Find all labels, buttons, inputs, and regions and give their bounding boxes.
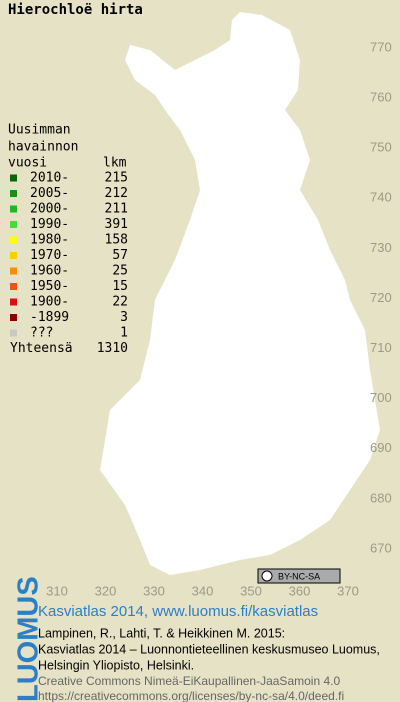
legend-label: -1899 [30,310,69,325]
legend-count: 391 [105,217,128,232]
legend-count: 212 [105,186,128,201]
legend-swatch [10,174,17,182]
y-grid-label: 680 [370,490,392,505]
y-grid-label: 740 [370,190,392,205]
headline: Kasviatlas 2014, www.luomus.fi/kasviatla… [38,603,318,620]
legend: 2010- 215 2005- 212 2000- 211 1990- 391 1980- 158… [10,171,128,356]
legend-swatch [10,252,17,259]
brand: LUOMUS [13,576,45,702]
x-grid-label: 310 [46,583,68,598]
y-grid-label: 710 [370,340,392,355]
legend-label: 1990- [30,217,69,232]
x-grid-label: 350 [240,583,262,598]
y-grid-label: 750 [370,140,392,155]
legend-swatch [10,298,17,306]
legend-label: 1960- [30,264,69,279]
legend-swatch [10,314,17,321]
map-title: Hierochloë hirta [8,2,143,18]
finland-outline [100,12,380,575]
legend-count: 215 [105,171,128,186]
x-grid-label: 330 [143,583,165,598]
y-grid-label: 770 [370,39,392,54]
license: Creative Commons Nimeä-EiKaupallinen-Jaa… [38,674,340,688]
legend-swatch [10,267,17,275]
legend-count: 1 [120,326,128,341]
legend-count: 3 [120,310,128,325]
legend-swatch [10,329,17,337]
x-grid-label: 340 [192,583,214,598]
legend-label: 1970- [30,248,69,263]
cc-badge: BY-NC-SA [257,568,341,584]
cc-badge-label: BY-NC-SA [278,571,320,581]
legend-swatch [10,221,17,228]
legend-count: 57 [112,248,128,263]
x-grid-label: 360 [289,583,311,598]
y-grid-label: 700 [370,390,392,405]
license: https://creativecommons.org/licenses/by-… [38,689,344,702]
legend-label: 1900- [30,295,69,310]
legend-label: 1950- [30,279,69,294]
legend-swatch [10,190,17,197]
legend-total-label: Yhteensä [10,341,73,356]
legend-count-heading: lkm [103,156,127,171]
x-grid-label: 370 [337,583,359,598]
legend-label: 1980- [30,233,69,248]
legend-swatch [10,205,17,213]
legend-count: 22 [112,295,128,310]
legend-label: 2000- [30,202,69,217]
x-grid-label: 320 [95,583,117,598]
legend-count: 25 [112,264,128,279]
citation: Lampinen, R., Lahti, T. & Heikkinen M. 2… [38,626,285,640]
legend-heading: Uusimman [8,123,71,138]
y-grid-label: 670 [370,540,392,555]
y-grid-label: 720 [370,290,392,305]
legend-label: 2010- [30,171,69,186]
legend-count: 158 [105,233,128,248]
citation: Helsingin Yliopisto, Helsinki. [38,658,194,672]
legend-label: 2005- [30,186,69,201]
legend-swatch [10,283,17,290]
legend-total: 1310 [97,341,128,356]
citation: Kasviatlas 2014 – Luonnontieteellinen ke… [38,642,380,656]
legend-label: ??? [30,326,53,341]
y-grid-label: 690 [370,440,392,455]
y-grid-label: 730 [370,240,392,255]
grid-labels: 770 760 750 740 730 720 710 700 690 680 670 310 320 3… [46,39,392,598]
legend-heading: havainnon [8,140,78,155]
legend-count: 211 [105,202,128,217]
y-grid-label: 760 [370,90,392,105]
legend-swatch [10,236,17,244]
legend-heading: vuosi [8,156,47,171]
legend-count: 15 [112,279,128,294]
